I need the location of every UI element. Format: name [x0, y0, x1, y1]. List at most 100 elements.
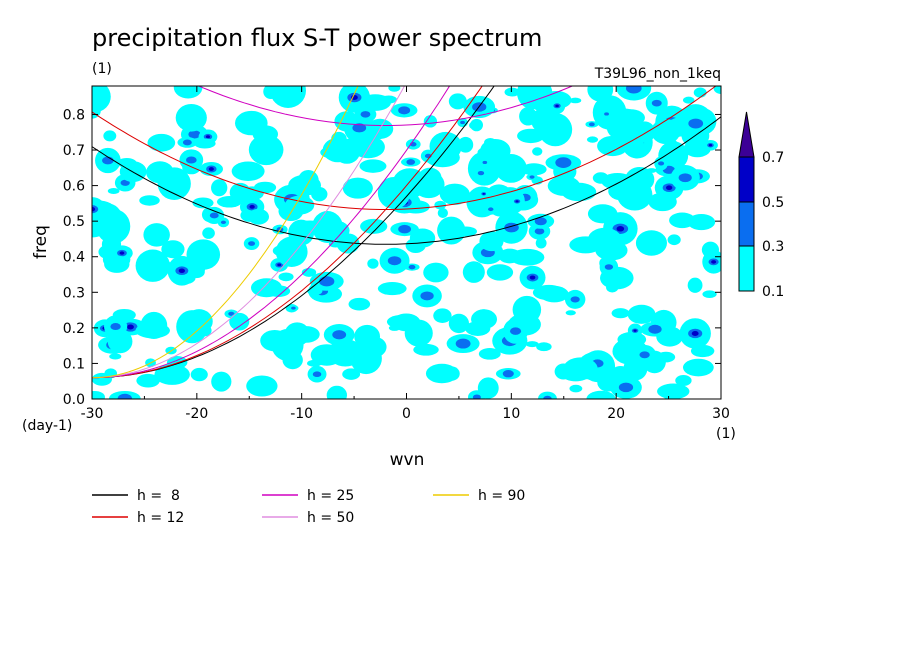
y-tick-label: 0.6: [63, 179, 85, 195]
contour-blob: [275, 236, 308, 267]
contour-blob: [331, 131, 347, 146]
contour-blob: [319, 276, 335, 287]
contour-blob: [433, 308, 452, 323]
contour-blob: [208, 167, 214, 171]
contour-blob: [202, 227, 215, 239]
contour-blob: [616, 226, 625, 232]
contour-blob: [270, 86, 306, 108]
contour-blob: [266, 285, 291, 297]
contour-blob: [139, 195, 160, 206]
y-tick-label: 0.4: [63, 250, 85, 266]
contour-blob: [657, 383, 690, 399]
x-tick-label: -30: [81, 406, 104, 422]
contour-blob: [477, 170, 485, 176]
contour-blob: [293, 220, 325, 235]
dispersion-curve-bowl: [92, 86, 717, 210]
contour-blob: [504, 87, 520, 97]
contour-blob: [617, 113, 631, 125]
contour-blob: [277, 263, 282, 267]
contour-blob: [92, 197, 106, 222]
y-axis-ticks: 0.0 0.1 0.2 0.3 0.4 0.5 0.6 0.7 0.8: [63, 107, 721, 408]
contour-blob: [656, 351, 676, 363]
x-tick-label: 0: [402, 406, 411, 422]
contour-blob: [437, 216, 466, 245]
legend-label: h = 90: [478, 488, 525, 504]
contour-blob: [147, 133, 176, 152]
y-unit-label: (day-1): [22, 418, 72, 434]
contour-blob: [327, 339, 363, 367]
contour-blob: [146, 161, 174, 184]
contour-blob: [182, 139, 192, 146]
contour-blob: [569, 97, 582, 104]
contour-blob: [434, 200, 447, 210]
dispersion-curves: [92, 0, 721, 379]
contour-blob: [263, 86, 279, 100]
contour-blob: [348, 297, 371, 311]
contour-blob: [110, 323, 121, 330]
contour-blob: [639, 351, 650, 359]
contour-blob: [534, 228, 545, 235]
x-axis-ticks: -30 -20 -10 0 10 20 30: [81, 86, 730, 422]
contour-blob: [360, 111, 371, 118]
contour-blob: [633, 329, 637, 332]
colorbar-label: 0.3: [762, 239, 784, 255]
contour-blob: [586, 390, 616, 399]
contour-blob: [377, 282, 407, 296]
curve-legend: h = 8 h = 12 h = 25 h = 50 h = 90: [92, 488, 525, 526]
contour-blob: [688, 118, 704, 129]
contour-blob: [693, 87, 707, 98]
dispersion-curve-bowl: [197, 86, 574, 126]
contour-blob: [135, 249, 170, 282]
contour-blob: [532, 147, 543, 156]
contour-blob: [211, 179, 228, 197]
dispersion-curve-bowl: [92, 0, 721, 12]
contour-blob: [525, 341, 539, 348]
contour-blob: [457, 136, 474, 153]
contour-blob: [209, 212, 219, 219]
contour-blob: [462, 261, 485, 283]
contour-blob: [398, 224, 411, 234]
contour-blob: [109, 353, 122, 360]
contour-blob: [271, 328, 304, 361]
contour-blob: [342, 177, 373, 199]
contour-blob: [667, 234, 681, 246]
contour-blob: [478, 348, 501, 360]
contour-blob: [312, 371, 322, 378]
colorbar: 0.1 0.3 0.5 0.7: [738, 111, 784, 300]
contour-blob: [472, 394, 481, 399]
legend-label: h = 12: [137, 510, 184, 526]
x-tick-label: 30: [712, 406, 730, 422]
run-label: T39L96_non_1keq: [594, 66, 721, 82]
contour-blob: [241, 186, 264, 201]
contour-blob: [570, 296, 580, 303]
contour-blob: [185, 156, 197, 164]
contour-blob: [412, 231, 431, 244]
contour-blob: [312, 211, 343, 244]
contour-blob: [555, 104, 559, 108]
contour-blob: [248, 208, 270, 225]
contour-blob: [448, 313, 470, 334]
contour-blob: [332, 330, 347, 340]
contour-blob: [618, 382, 634, 393]
contour-blob: [359, 94, 391, 111]
contour-blob: [291, 306, 296, 310]
contour-blob: [92, 372, 112, 386]
contour-blob: [246, 375, 278, 397]
contour-blob: [529, 275, 536, 280]
contour-blob: [569, 384, 583, 393]
contour-blob: [665, 185, 673, 191]
contour-blob: [248, 134, 284, 166]
contour-blob: [691, 330, 699, 336]
contour-blob: [512, 295, 542, 324]
contour-blob: [117, 158, 137, 168]
colorbar-label: 0.1: [762, 284, 784, 300]
contour-blob: [646, 168, 657, 173]
contour-blob: [231, 161, 265, 181]
contour-blob: [104, 255, 130, 273]
colorbar-arrow: [738, 111, 755, 158]
contour-blob: [535, 237, 547, 249]
y-tick-label: 0.2: [63, 321, 85, 337]
legend-label: h = 50: [307, 510, 354, 526]
contour-blob: [408, 264, 416, 270]
contour-blob: [543, 395, 552, 399]
